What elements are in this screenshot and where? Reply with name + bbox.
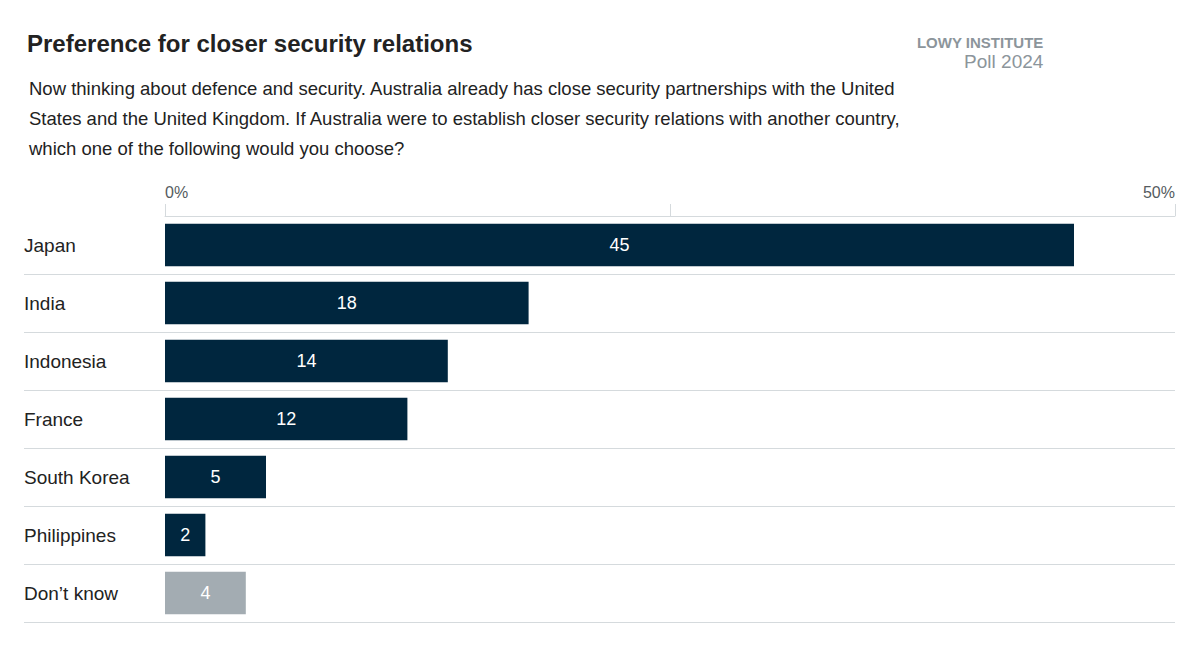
svg-text:50%: 50% bbox=[1143, 184, 1175, 201]
svg-text:12: 12 bbox=[276, 409, 296, 429]
svg-text:which one of the following wou: which one of the following would you cho… bbox=[28, 138, 404, 159]
svg-text:Preference for closer security: Preference for closer security relations bbox=[27, 30, 473, 57]
svg-text:5: 5 bbox=[210, 467, 220, 487]
svg-text:14: 14 bbox=[296, 351, 316, 371]
svg-text:States and the United Kingdom.: States and the United Kingdom. If Austra… bbox=[29, 108, 905, 129]
svg-text:Now thinking about defence and: Now thinking about defence and security.… bbox=[29, 78, 900, 99]
svg-text:Philippines: Philippines bbox=[24, 525, 116, 546]
svg-text:Indonesia: Indonesia bbox=[24, 351, 107, 372]
svg-text:France: France bbox=[24, 409, 83, 430]
svg-text:Don’t know: Don’t know bbox=[24, 583, 118, 604]
svg-text:LOWY INSTITUTE: LOWY INSTITUTE bbox=[917, 34, 1043, 51]
svg-text:0%: 0% bbox=[165, 184, 188, 201]
svg-text:India: India bbox=[24, 293, 66, 314]
svg-text:2: 2 bbox=[180, 525, 190, 545]
svg-text:Japan: Japan bbox=[24, 235, 76, 256]
svg-text:South Korea: South Korea bbox=[24, 467, 130, 488]
svg-text:45: 45 bbox=[609, 235, 629, 255]
svg-text:18: 18 bbox=[337, 293, 357, 313]
svg-text:Poll 2024: Poll 2024 bbox=[964, 51, 1044, 72]
svg-text:4: 4 bbox=[200, 583, 210, 603]
